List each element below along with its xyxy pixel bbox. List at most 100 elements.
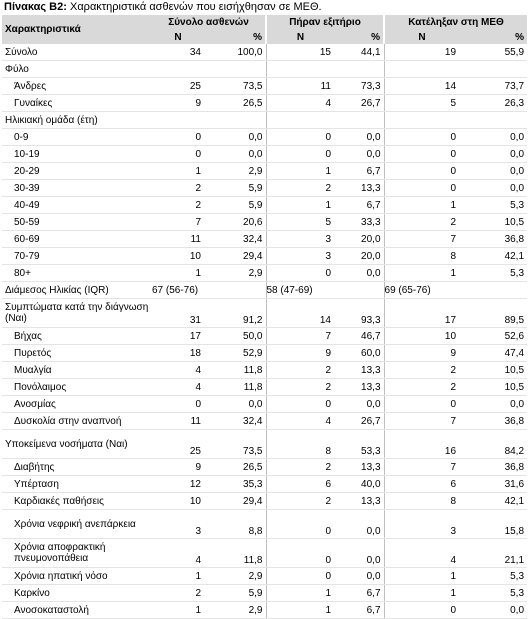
cell: 0,0 — [459, 395, 528, 413]
title-label: Πίνακας Β2: — [4, 1, 67, 13]
subheader: N — [383, 30, 460, 44]
cell: 0,0 — [459, 179, 528, 197]
cell: 4 — [383, 538, 460, 568]
cell: 18 — [152, 344, 204, 362]
cell: 1 — [383, 264, 460, 282]
table-row: Χρόνια ηπατική νόσο 1 2,9 0 0,0 1 5,3 — [2, 567, 528, 585]
header-cell: Χαρακτηριστικά — [2, 15, 152, 44]
cell: 11,8 — [204, 378, 266, 396]
table-row: Χρόνια νεφρική ανεπάρκεια 3 8,8 0 0,0 3 15,8 — [2, 509, 528, 539]
table-row: Καρκίνο 2 5,9 1 6,7 1 5,3 — [2, 584, 528, 602]
cell: 31,6 — [459, 475, 528, 493]
cell: 52,9 — [204, 344, 266, 362]
cell: 1 — [265, 196, 334, 214]
cell: 73,3 — [334, 77, 385, 95]
cell: 7 — [265, 327, 334, 345]
cell: 2 — [152, 196, 204, 214]
cell: 35,3 — [204, 475, 266, 493]
row-label: 60-69 — [2, 230, 152, 248]
cell: 10 — [152, 492, 204, 510]
cell: 5 — [265, 213, 334, 231]
row-label: Δυσκολία στην αναπνοή — [2, 412, 152, 430]
table-row: 0-9 0 0,0 0 0,0 0 0,0 — [2, 128, 528, 146]
cell: 7 — [383, 412, 460, 430]
cell: 52,6 — [459, 327, 528, 345]
cell: 1 — [152, 264, 204, 282]
cell: 5,3 — [459, 567, 528, 585]
cell: 60,0 — [334, 344, 385, 362]
cell: 3 — [265, 230, 334, 248]
empty-cell — [459, 60, 528, 78]
row-label: Μυαλγία — [2, 361, 152, 379]
cell: 73,5 — [204, 77, 266, 95]
table-row: 60-69 11 32,4 3 20,0 7 36,8 — [2, 230, 528, 248]
cell: 6,7 — [334, 162, 385, 180]
cell: 5,9 — [204, 584, 266, 602]
row-label: Βήχας — [2, 327, 152, 345]
table-header: Χαρακτηριστικά Σύνολο ασθενών Πήραν εξιτ… — [2, 15, 528, 44]
row-label: Καρδιακές παθήσεις — [2, 492, 152, 510]
cell: 25 — [152, 429, 204, 459]
cell: 5,3 — [459, 264, 528, 282]
median-cell: 69 (65-76) — [383, 281, 528, 299]
cell: 0,0 — [334, 145, 385, 163]
cell: 26,7 — [334, 94, 385, 112]
row-label: Ανοσοκαταστολή — [2, 601, 152, 619]
cell: 34 — [152, 44, 204, 61]
cell: 6 — [265, 475, 334, 493]
cell: 6,7 — [334, 196, 385, 214]
cell: 42,1 — [459, 492, 528, 510]
row-label: 70-79 — [2, 247, 152, 265]
row-label: Σύνολο — [2, 44, 152, 61]
cell: 16 — [383, 429, 460, 459]
table-row: 80+ 1 2,9 0 0,0 1 5,3 — [2, 264, 528, 282]
table-row: Σύνολο 34 100,0 15 44,1 19 55,9 — [2, 44, 528, 61]
table-row: 20-29 1 2,9 1 6,7 0 0,0 — [2, 162, 528, 180]
subheader: N — [265, 30, 334, 44]
cell: 0,0 — [459, 145, 528, 163]
table-row: 30-39 2 5,9 2 13,3 0 0,0 — [2, 179, 528, 197]
table-body: Σύνολο 34 100,0 15 44,1 19 55,9 Φύλο Άνδρες 25 73,… — [2, 44, 528, 619]
table-row: Υποκείμενα νοσήματα (Ναι) 25 73,5 8 53,3 16 84… — [2, 429, 528, 459]
table-row: Ανοσμίας 0 0,0 0 0,0 0 0,0 — [2, 395, 528, 413]
cell: 10,5 — [459, 361, 528, 379]
cell: 5,9 — [204, 179, 266, 197]
row-label: Ανοσμίας — [2, 395, 152, 413]
cell: 11,8 — [204, 361, 266, 379]
cell: 0,0 — [459, 162, 528, 180]
row-label: Άνδρες — [2, 77, 152, 95]
empty-cell — [152, 60, 204, 78]
cell: 0,0 — [334, 509, 385, 539]
cell: 8 — [383, 247, 460, 265]
row-label: Χρόνια αποφρακτική πνευμονοπάθεια — [2, 538, 152, 568]
row-label: 40-49 — [2, 196, 152, 214]
empty-cell — [383, 60, 460, 78]
cell: 8 — [265, 429, 334, 459]
cell: 11 — [152, 412, 204, 430]
median-cell: 58 (47-69) — [265, 281, 385, 299]
cell: 0 — [265, 567, 334, 585]
cell: 0,0 — [334, 395, 385, 413]
table-row: Ηλικιακή ομάδα (έτη) — [2, 111, 528, 129]
row-label: Χρόνια ηπατική νόσο — [2, 567, 152, 585]
cell: 17 — [383, 298, 460, 328]
cell: 4 — [265, 412, 334, 430]
cell: 15 — [265, 44, 334, 61]
cell: 1 — [152, 567, 204, 585]
row-label: Καρκίνο — [2, 584, 152, 602]
table-row: Διάμεσος Ηλικίας (IQR) 67 (56-76) 58 (47-6… — [2, 281, 528, 299]
cell: 0 — [265, 395, 334, 413]
cell: 9 — [152, 458, 204, 476]
cell: 0 — [265, 128, 334, 146]
cell: 10 — [152, 247, 204, 265]
cell: 1 — [152, 162, 204, 180]
cell: 17 — [152, 327, 204, 345]
empty-cell — [152, 111, 204, 129]
cell: 91,2 — [204, 298, 266, 328]
cell: 3 — [383, 509, 460, 539]
table-row: Ανοσοκαταστολή 1 2,9 1 6,7 0 0,0 — [2, 601, 528, 619]
cell: 42,1 — [459, 247, 528, 265]
cell: 14 — [383, 77, 460, 95]
cell: 7 — [383, 458, 460, 476]
cell: 31 — [152, 298, 204, 328]
